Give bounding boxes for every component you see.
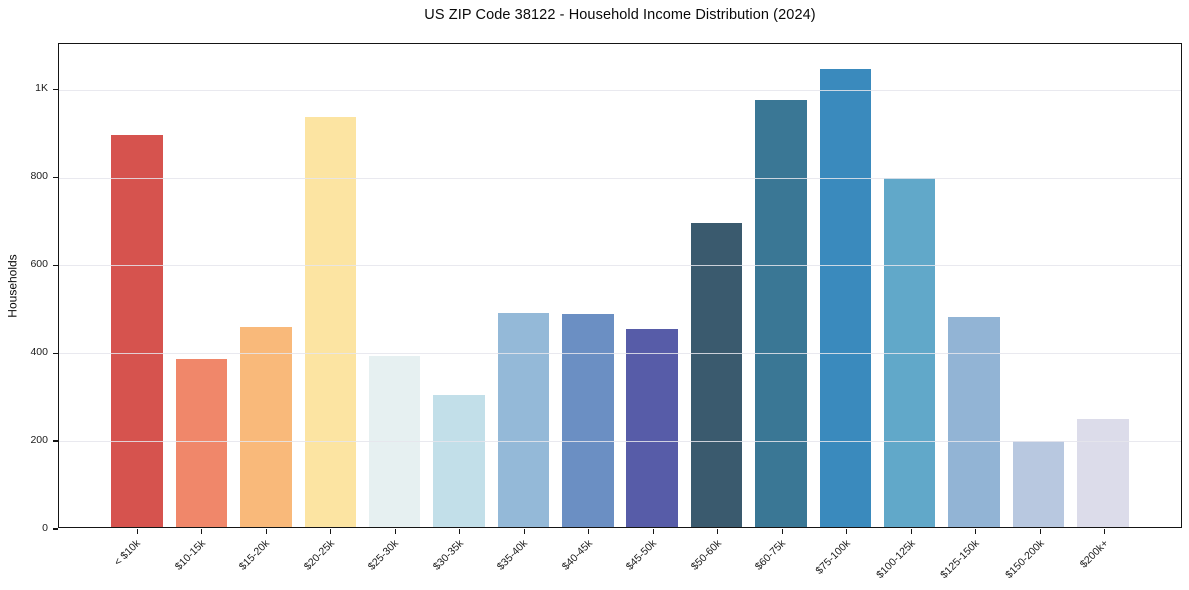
bar-$35-40k [497,312,550,527]
y-tick-label: 600 [30,257,48,270]
bar-$20-25k [304,116,357,527]
plot-area [52,43,1182,534]
x-tickmark [201,528,203,534]
bar-slot [684,44,748,527]
y-tickmark [52,264,58,267]
x-axis-tick-labels: < $10k $10-15k $15-20k $20-25k $25-30k $30-35… [58,536,1182,586]
bar-slot [878,44,942,527]
x-tickmark [1104,528,1106,534]
bar-$30-35k [433,395,485,527]
bar-$60-75k [755,99,807,527]
bar-$75-100k [819,68,872,527]
bar-slot [363,44,427,527]
bar-$125-150k [948,316,1000,527]
x-tick-label: $100-125k [873,537,918,581]
x-tick-label: $125-150k [938,537,982,581]
x-tickmark [265,528,267,534]
y-axis-tick-labels: 0 200 400 600 800 1K [0,43,48,533]
y-tick-label: 200 [30,433,48,446]
x-tick-label: $10-15k [172,537,208,573]
x-tickmark [330,528,332,534]
x-tickmark [975,528,977,534]
x-tickmark [652,528,654,534]
bar-$45-50k [626,328,678,527]
bar-slot [298,44,362,527]
bar-$100-125k [883,178,936,527]
x-tick-label: $20-25k [301,537,337,573]
x-tick-label: $35-40k [494,537,531,573]
x-tickmark [588,528,590,534]
x-tickmark [394,528,396,534]
bar-$15-20k [240,326,292,527]
bars-container [59,44,1181,527]
bar-slot [620,44,684,527]
bar-slot [1071,44,1135,527]
x-tickmark [459,528,461,534]
x-tickmark [781,528,783,534]
x-tick-label: $40-45k [559,537,595,573]
y-tickmark [52,176,58,179]
bar-slot [813,44,877,527]
bar-slot [1006,44,1070,527]
bar-$200k+ [1077,418,1129,527]
x-tick-label: $150-200k [1002,537,1047,581]
x-tickmark [523,528,525,534]
x-tickmark [136,528,138,534]
y-tick-label: 800 [30,170,48,183]
bar-$50-60k [690,222,743,527]
y-tickmark [52,352,58,354]
y-tick-label: 0 [42,521,48,534]
x-tick-label: $45-50k [623,537,660,573]
bar-$40-45k [562,313,614,527]
bar-slot [427,44,491,527]
bar-< $10k [111,134,163,527]
x-tick-label: $15-20k [236,537,273,573]
x-tickmark [1039,528,1041,534]
bar-slot [105,44,169,527]
x-tick-label: $25-30k [365,537,402,573]
bar-slot [942,44,1006,527]
bar-$150-200k [1012,440,1065,527]
bar-slot [749,44,813,527]
y-tick-label: 1K [35,82,48,95]
bar-slot [234,44,298,527]
chart-title: US ZIP Code 38122 - Household Income Dis… [424,7,816,23]
x-tick-label: $60-75k [752,537,789,573]
x-tick-label: $75-100k [813,537,853,577]
bar-$10-15k [175,358,228,527]
y-tickmark [52,440,58,442]
x-tick-label: $50-60k [688,537,724,573]
x-tick-label: $200k+ [1077,537,1111,571]
x-tickmark [846,528,848,534]
x-tick-label: < $10k [112,537,144,569]
bar-slot [491,44,555,527]
bar-slot [556,44,620,527]
x-tickmark [717,528,719,534]
bar-$25-30k [368,355,421,527]
y-tick-label: 400 [30,345,48,358]
x-tickmark [910,528,912,534]
bar-slot [169,44,233,527]
x-tick-label: $30-35k [430,537,466,573]
y-tickmark [52,88,58,91]
y-tickmark [52,528,58,530]
